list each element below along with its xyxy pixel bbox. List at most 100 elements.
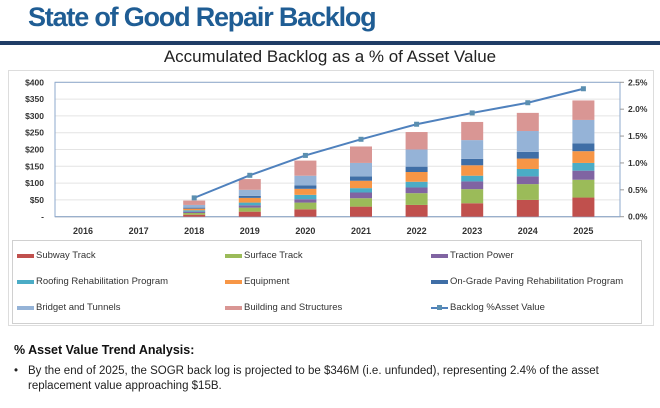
bar-segment-building-and-structures — [461, 121, 484, 141]
legend-item: Backlog %Asset Value — [431, 302, 545, 313]
bar-segment-on-grade-paving-rehabilitation-program — [572, 143, 595, 152]
bar-segment-on-grade-paving-rehabilitation-program — [238, 195, 261, 198]
legend-item: Traction Power — [431, 250, 514, 261]
title-divider — [0, 41, 660, 45]
bar-segment-traction-power — [516, 176, 539, 185]
bar-segment-bridget-and-tunnels — [294, 175, 317, 186]
line-marker — [525, 100, 531, 106]
bar-segment-surface-track — [350, 198, 372, 207]
line-marker — [247, 172, 253, 178]
chart-title: Accumulated Backlog as a % of Asset Valu… — [163, 47, 497, 66]
bar-segment-traction-power — [350, 192, 372, 199]
backlog-line — [193, 87, 584, 199]
bar-segment-traction-power — [238, 205, 261, 208]
y-right-tick-label: 0.5% — [628, 185, 648, 195]
bar-segment-subway-track — [183, 214, 206, 217]
color-swatch-icon — [17, 279, 34, 284]
color-swatch-icon — [17, 305, 34, 310]
bar-segment-surface-track — [294, 202, 317, 210]
x-tick-label: 2024 — [518, 226, 538, 236]
bar-segment-equipment — [516, 158, 539, 169]
legend-item: Surface Track — [225, 250, 303, 261]
bar-segment-subway-track — [350, 206, 372, 217]
bar-segment-surface-track — [572, 179, 595, 198]
x-tick-label: 2016 — [73, 226, 93, 236]
bar-segment-equipment — [183, 208, 206, 211]
bar-segment-surface-track — [516, 184, 539, 200]
y-left-tick-label: $400 — [25, 77, 44, 87]
y-left-tick-label: $200 — [25, 145, 44, 155]
plot-area — [54, 81, 621, 218]
bar-segment-on-grade-paving-rehabilitation-program — [183, 207, 206, 209]
bar-segment-bridget-and-tunnels — [238, 189, 261, 196]
bar-segment-bridget-and-tunnels — [405, 149, 428, 167]
line-marker — [580, 86, 586, 92]
color-swatch-icon — [431, 279, 448, 284]
bar-segment-bridget-and-tunnels — [572, 119, 595, 144]
bar-segment-subway-track — [516, 199, 539, 217]
y-left-tick-label: $150 — [25, 161, 44, 171]
y-left-tick-label: - — [41, 212, 44, 222]
bar-segment-equipment — [294, 188, 317, 195]
bar-segment-traction-power — [405, 187, 428, 194]
x-tick-label: 2025 — [573, 226, 593, 236]
bar-segment-subway-track — [238, 211, 261, 217]
bar-segment-roofing-rehabilitation-program — [183, 210, 206, 212]
bar-segment-bridget-and-tunnels — [461, 140, 484, 159]
y-left-tick-label: $100 — [25, 178, 44, 188]
chart-legend: Subway Track Surface Track Traction Power R… — [12, 240, 642, 324]
line-marker — [469, 110, 475, 116]
line-swatch-icon — [431, 304, 448, 310]
line-marker — [302, 152, 308, 158]
bar-segment-equipment — [405, 172, 428, 182]
bar-segment-traction-power — [572, 170, 595, 180]
analysis-heading: % Asset Value Trend Analysis: — [14, 343, 195, 357]
legend-label: Backlog %Asset Value — [450, 302, 545, 313]
bar-segment-building-and-structures — [405, 132, 428, 150]
x-tick-label: 2018 — [184, 226, 204, 236]
bar-segment-building-and-structures — [350, 146, 372, 163]
bar-segment-subway-track — [572, 197, 595, 217]
bar-segment-building-and-structures — [294, 160, 317, 176]
legend-label: Traction Power — [450, 250, 514, 261]
legend-label: Roofing Rehabilitation Program — [36, 276, 169, 287]
color-swatch-icon — [17, 253, 34, 258]
bar-segment-traction-power — [294, 199, 317, 203]
x-tick-label: 2017 — [129, 226, 149, 236]
bar-segment-roofing-rehabilitation-program — [461, 175, 484, 182]
backlog-chart: - $50 $100 $150 $200 $250 $300 $350 $400 0.0% 0.5%… — [25, 77, 648, 236]
y-right-tick-label: 2.5% — [628, 77, 648, 87]
y-right-tick-label: 0.0% — [628, 212, 648, 222]
bar-segment-equipment — [461, 165, 484, 176]
color-swatch-icon — [225, 253, 242, 258]
bar-segment-subway-track — [405, 204, 428, 217]
bar-segment-equipment — [238, 197, 261, 203]
bar-segment-equipment — [572, 151, 595, 163]
bar-segment-building-and-structures — [238, 179, 261, 190]
line-marker — [358, 136, 364, 142]
legend-item: On-Grade Paving Rehabilitation Program — [431, 276, 623, 287]
legend-label: Building and Structures — [244, 302, 343, 313]
y-left-tick-label: $50 — [30, 195, 44, 205]
bar-segment-on-grade-paving-rehabilitation-program — [294, 185, 317, 189]
x-tick-label: 2020 — [295, 226, 315, 236]
bar-segment-surface-track — [405, 193, 428, 205]
bar-segment-building-and-structures — [516, 112, 539, 132]
color-swatch-icon — [225, 279, 242, 284]
y-right-tick-label: 2.0% — [628, 104, 648, 114]
legend-label: Equipment — [244, 276, 290, 287]
legend-item: Subway Track — [17, 250, 96, 261]
x-tick-label: 2022 — [407, 226, 427, 236]
line-marker — [414, 121, 420, 127]
bar-segment-subway-track — [294, 209, 317, 217]
bar-segment-on-grade-paving-rehabilitation-program — [516, 151, 539, 159]
y-right-tick-label: 1.0% — [628, 158, 648, 168]
y-left-tick-label: $250 — [25, 128, 44, 138]
bullet-marker: • — [14, 365, 19, 377]
bar-segment-on-grade-paving-rehabilitation-program — [461, 158, 484, 166]
bar-segment-on-grade-paving-rehabilitation-program — [350, 176, 372, 181]
bar-segment-surface-track — [461, 189, 484, 204]
bar-segment-traction-power — [183, 211, 206, 214]
bar-segment-equipment — [350, 180, 372, 189]
